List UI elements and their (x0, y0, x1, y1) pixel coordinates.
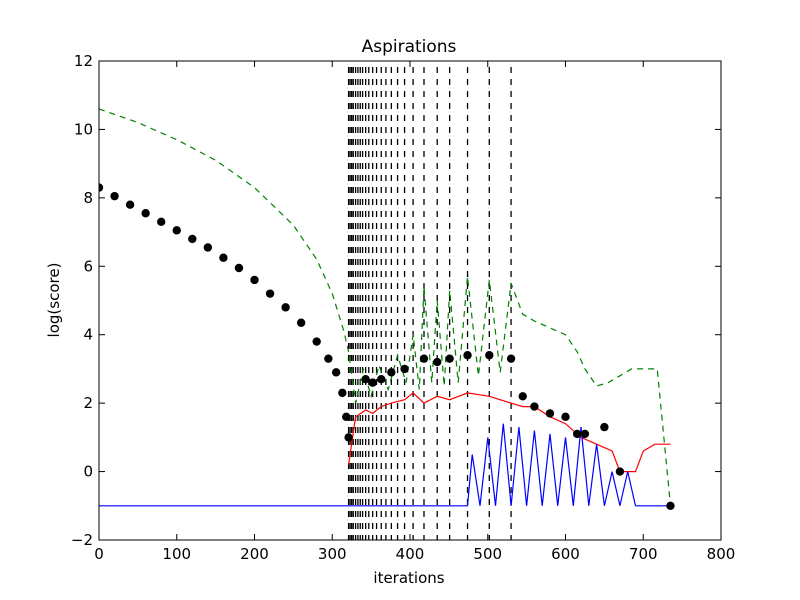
plot-frame (98, 60, 722, 541)
y-tick-label: 0 (83, 463, 93, 481)
data-point-0 (561, 412, 570, 422)
data-point-0 (580, 429, 590, 439)
data-point-0 (203, 243, 213, 252)
data-point-0 (361, 374, 370, 384)
data-point-0 (281, 303, 290, 312)
x-tick-label: 200 (240, 545, 269, 563)
y-tick-label: 10 (74, 120, 93, 138)
data-point-0 (485, 351, 494, 360)
x-tick-label: 800 (707, 545, 736, 563)
data-point-0 (172, 226, 181, 235)
data-point-0 (296, 318, 306, 327)
y-tick-label: 2 (83, 394, 93, 412)
x-tick-label: 600 (551, 545, 580, 563)
data-point-0 (141, 209, 150, 218)
data-point-0 (545, 409, 555, 418)
x-tick-label: 100 (162, 545, 191, 563)
data-point-0 (265, 289, 275, 298)
data-point-0 (463, 351, 472, 360)
x-tick-label: 400 (396, 545, 425, 563)
data-point-0 (518, 392, 527, 401)
data-point-0 (188, 234, 197, 244)
data-point-0 (157, 217, 166, 227)
data-point-0 (219, 253, 228, 262)
x-tick-label: 500 (473, 545, 502, 563)
series-line-3 (99, 423, 671, 507)
y-tick-label: −2 (71, 531, 93, 549)
x-axis-title: iterations (373, 569, 444, 587)
chart-title: Aspirations (362, 37, 457, 57)
data-point-0 (600, 422, 609, 432)
data-point-0 (234, 263, 244, 273)
data-point-0 (530, 402, 539, 411)
data-point-0 (419, 354, 429, 363)
x-tick-label: 300 (318, 545, 347, 563)
data-point-0 (344, 433, 353, 442)
data-point-0 (324, 354, 333, 363)
data-point-0 (615, 467, 625, 476)
data-point-0 (433, 357, 442, 367)
y-axis-title: log(score) (45, 263, 63, 338)
data-point-0 (506, 354, 516, 363)
x-tick-label: 700 (629, 545, 658, 563)
series-line-1 (99, 108, 672, 506)
data-point-0 (250, 275, 259, 285)
y-tick-label: 8 (83, 189, 93, 207)
data-point-0 (342, 412, 351, 422)
data-point-0 (445, 354, 454, 363)
data-point-0 (377, 374, 386, 384)
data-point-0 (666, 501, 675, 510)
data-point-0 (400, 364, 409, 374)
data-point-0 (387, 368, 396, 377)
data-point-0 (572, 429, 582, 439)
data-point-0 (338, 388, 347, 398)
y-tick-label: 12 (74, 52, 93, 70)
y-tick-label: 4 (83, 326, 93, 344)
x-tick-label: 0 (94, 545, 104, 563)
data-point-0 (110, 191, 119, 201)
data-point-0 (368, 378, 377, 387)
data-point-0 (331, 368, 341, 377)
series-line-2 (348, 392, 671, 473)
data-point-0 (99, 183, 104, 192)
y-tick-label: 6 (83, 257, 93, 275)
data-point-0 (125, 200, 135, 209)
data-point-0 (312, 337, 321, 346)
